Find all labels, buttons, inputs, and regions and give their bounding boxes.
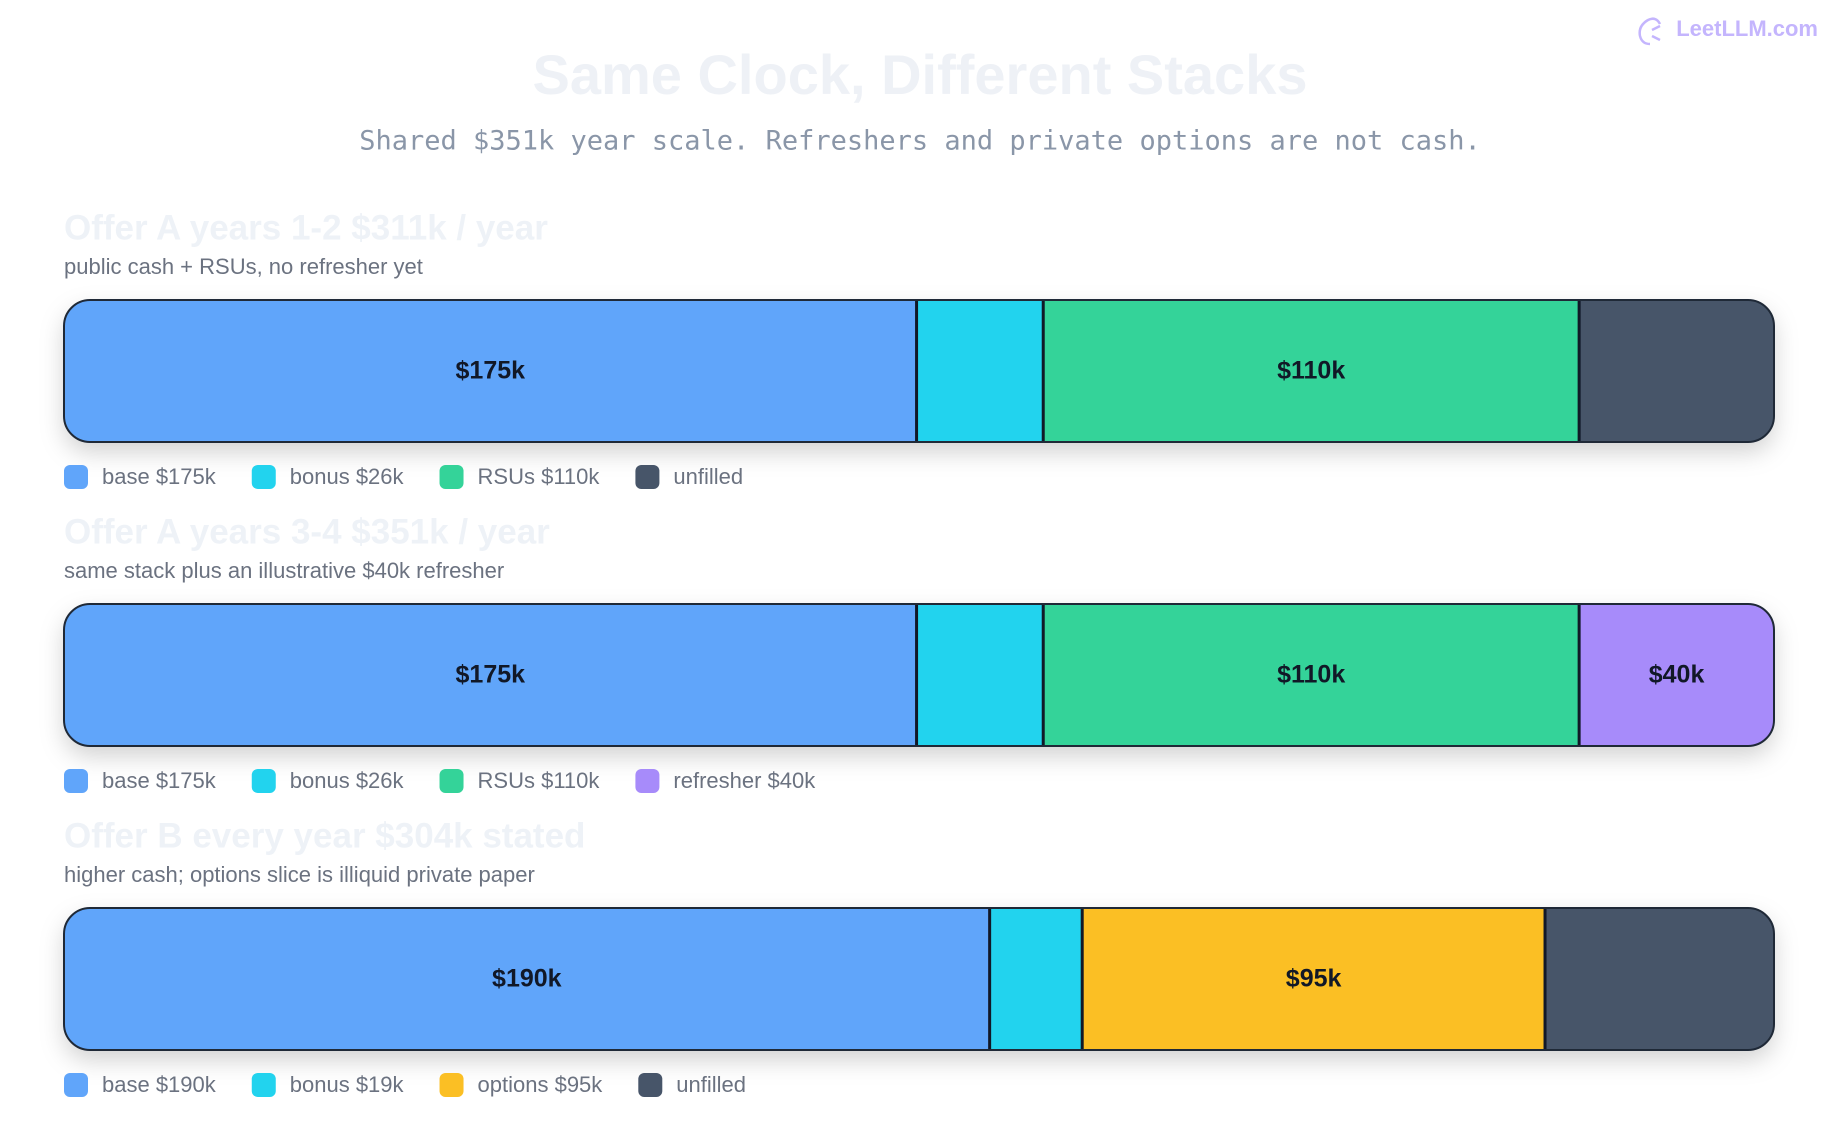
bar-segment [64, 908, 990, 1050]
bar-outline [63, 299, 1775, 443]
bar-segment [1545, 908, 1774, 1050]
bar-segment [1082, 908, 1546, 1050]
legend-swatch [439, 1073, 464, 1097]
chart-title: Offer B every year $304k stated [64, 816, 585, 855]
bar-segment [916, 300, 1044, 442]
bar-segment [989, 908, 1083, 1050]
legend-label: bonus $19k [290, 1072, 405, 1097]
legend-label: RSUs $110k [478, 464, 601, 489]
legend-label: base $190k [102, 1072, 217, 1097]
legend-label: bonus $26k [290, 464, 405, 489]
chart-title: Offer A years 3-4 $351k / year [64, 512, 550, 551]
watermark-icon [1638, 17, 1662, 46]
legend-swatch [638, 1073, 663, 1097]
legend-swatch [251, 465, 276, 489]
watermark: LeetLLM.com [1676, 16, 1818, 41]
bar-outline [63, 603, 1775, 747]
legend-label: bonus $26k [290, 768, 405, 793]
legend-label: refresher $40k [673, 768, 816, 793]
legend-label: base $175k [102, 768, 217, 793]
legend-swatch [439, 465, 464, 489]
legend-label: base $175k [102, 464, 217, 489]
value-label: $110k [1277, 357, 1345, 385]
value-label: $110k [1277, 661, 1345, 689]
value-label: $175k [456, 357, 526, 385]
legend-swatch [635, 769, 660, 793]
value-label: $190k [492, 965, 562, 993]
bar-stack [64, 604, 1774, 746]
legend-swatch [64, 769, 88, 793]
bar-segment [1579, 300, 1774, 442]
bar-segment [1043, 300, 1580, 442]
value-label: $40k [1649, 661, 1705, 689]
chart-subtitle: higher cash; options slice is illiquid p… [64, 862, 535, 887]
chart-title: Offer A years 1-2 $311k / year [64, 208, 548, 247]
legend-swatch [64, 1073, 88, 1097]
bar-stack [64, 908, 1774, 1050]
page-title: Same Clock, Different Stacks [533, 43, 1308, 106]
chart-subtitle: public cash + RSUs, no refresher yet [64, 254, 423, 279]
legend-swatch [251, 1073, 276, 1097]
bar-stack [64, 300, 1774, 442]
page-subtitle: Shared $351k year scale. Refreshers and … [359, 126, 1481, 157]
legend-swatch [635, 465, 660, 489]
legend-label: options $95k [478, 1072, 604, 1097]
bar-segment [1043, 604, 1580, 746]
bar-outline [63, 907, 1775, 1051]
legend-swatch [439, 769, 464, 793]
chart-subtitle: same stack plus an illustrative $40k ref… [64, 558, 504, 583]
legend-swatch [251, 769, 276, 793]
legend-label: unfilled [676, 1072, 746, 1097]
legend-label: unfilled [673, 464, 743, 489]
bar-segment [1579, 604, 1774, 746]
legend-label: RSUs $110k [478, 768, 601, 793]
value-label: $175k [456, 661, 526, 689]
bar-segment [64, 604, 917, 746]
legend-swatch [64, 465, 88, 489]
bar-segment [64, 300, 917, 442]
value-label: $95k [1286, 965, 1342, 993]
bar-segment [916, 604, 1044, 746]
